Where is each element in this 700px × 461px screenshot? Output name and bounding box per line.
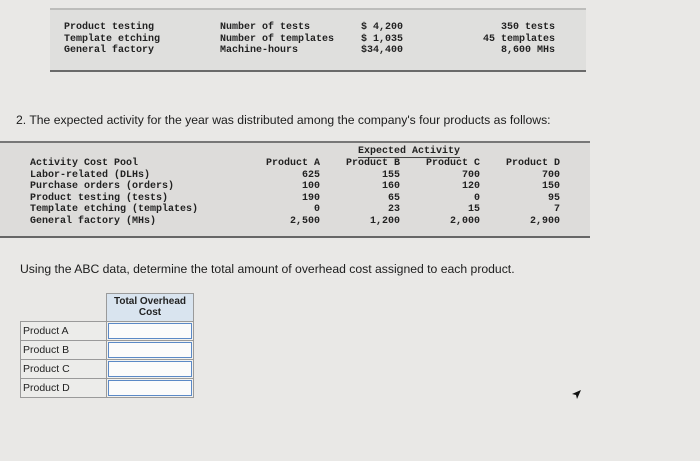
activity-pool-labels: Activity Cost Pool Labor-related (DLHs) …: [30, 158, 198, 227]
activity-measure: Machine-hours: [220, 45, 299, 56]
product-d-value: 95: [547, 192, 560, 204]
expected-activity-table: Expected Activity Activity Cost Pool Lab…: [0, 141, 590, 238]
expected-activity-column: 350 tests 45 templates 8,600 MHs: [445, 22, 555, 57]
product-d-value: 7: [553, 204, 560, 215]
pool-name: General factory: [64, 45, 155, 56]
product-b-column: Product B 155 160 65 23 1,200: [340, 158, 400, 227]
product-d-header: Product D: [505, 158, 560, 169]
total-overhead-cost-header: Total Overhead Cost: [106, 293, 194, 322]
activity-pool-header: Activity Cost Pool: [30, 158, 139, 169]
answer-table: Total Overhead Cost Product A Product B …: [20, 293, 194, 398]
answer-row: Product B: [20, 340, 194, 360]
pool-name: Product testing: [64, 22, 155, 33]
product-d-overhead-input[interactable]: [108, 380, 192, 396]
answer-row: Product C: [20, 359, 194, 379]
expected-activity-title: Expected Activity: [358, 146, 461, 158]
answer-row-label: Product D: [20, 378, 107, 398]
product-d-column: Product D 700 150 95 7 2,900: [500, 158, 560, 227]
product-c-value: 15: [467, 204, 480, 215]
product-b-value: 1,200: [369, 215, 400, 227]
expected-activity: 8,600 MHs: [500, 45, 555, 56]
product-a-value: 625: [301, 169, 320, 181]
product-b-overhead-input-cell[interactable]: [106, 340, 194, 360]
product-b-value: 65: [387, 192, 400, 204]
answer-row: Product A: [20, 321, 194, 341]
product-c-overhead-input-cell[interactable]: [106, 359, 194, 379]
product-b-value: 160: [381, 181, 400, 192]
product-b-value: 155: [381, 169, 400, 181]
product-a-header: Product A: [265, 158, 320, 169]
product-c-header: Product C: [425, 158, 480, 169]
product-c-column: Product C 700 120 0 15 2,000: [420, 158, 480, 227]
expected-activity: 45 templates: [482, 33, 555, 45]
expected-activity: 350 tests: [500, 22, 555, 33]
answer-row-label: Product C: [20, 359, 107, 379]
product-b-value: 23: [387, 204, 400, 215]
product-b-overhead-input[interactable]: [108, 342, 192, 358]
product-b-header: Product B: [345, 158, 400, 169]
question-abc-text: Using the ABC data, determine the total …: [20, 262, 515, 276]
product-a-overhead-input[interactable]: [108, 323, 192, 339]
answer-row-label: Product B: [20, 340, 107, 360]
product-d-overhead-input-cell[interactable]: [106, 378, 194, 398]
overhead-cost: $ 4,200: [361, 22, 404, 33]
product-c-value: 120: [461, 181, 480, 192]
product-a-value: 2,500: [289, 215, 320, 227]
pool-name-column: Product testing Template etching General…: [64, 22, 160, 57]
activity-measure: Number of templates: [220, 33, 335, 45]
product-a-value: 190: [301, 192, 320, 204]
product-a-column: Product A 625 100 190 0 2,500: [260, 158, 320, 227]
activity-measure: Number of tests: [220, 22, 311, 33]
overhead-cost: $ 1,035: [361, 33, 404, 45]
measure-column: Number of tests Number of templates Mach…: [220, 22, 334, 57]
product-a-value: 0: [313, 204, 320, 215]
activity-pool-row: Purchase orders (orders): [30, 181, 175, 192]
product-c-value: 0: [473, 192, 480, 204]
answer-header-row: Total Overhead Cost: [20, 293, 194, 322]
cost-pool-continuation-table: Product testing Template etching General…: [50, 8, 586, 72]
question-2-text: 2. The expected activity for the year wa…: [16, 113, 551, 127]
header-line-1: Total Overhead: [113, 296, 187, 307]
activity-pool-row: Labor-related (DLHs): [30, 169, 151, 181]
answer-row: Product D: [20, 378, 194, 398]
product-d-value: 150: [541, 181, 560, 192]
activity-pool-row: General factory (MHs): [30, 215, 157, 227]
overhead-cost-column: $ 4,200 $ 1,035 $34,400: [361, 22, 403, 57]
activity-pool-row: Template etching (templates): [30, 204, 199, 215]
mouse-pointer-icon: [572, 390, 581, 399]
expected-activity-title-text: Expected Activity: [358, 146, 461, 158]
answer-row-label: Product A: [20, 321, 107, 341]
product-d-value: 2,900: [529, 215, 560, 227]
header-line-2: Cost: [138, 307, 162, 318]
product-d-value: 700: [541, 169, 560, 181]
product-a-value: 100: [301, 181, 320, 192]
product-c-overhead-input[interactable]: [108, 361, 192, 377]
overhead-cost: $34,400: [361, 45, 404, 56]
pool-name: Template etching: [64, 33, 161, 45]
activity-pool-row: Product testing (tests): [30, 192, 169, 204]
product-c-value: 700: [461, 169, 480, 181]
product-c-value: 2,000: [449, 215, 480, 227]
product-a-overhead-input-cell[interactable]: [106, 321, 194, 341]
answer-header-blank: [20, 293, 107, 322]
